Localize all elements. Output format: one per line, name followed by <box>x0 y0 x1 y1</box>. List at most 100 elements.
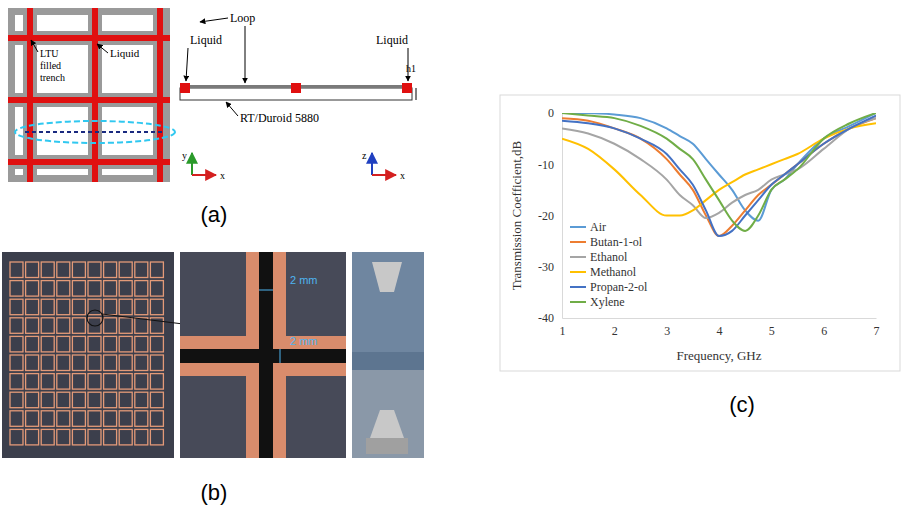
photo-cell <box>10 374 23 390</box>
photo-cell <box>57 336 70 352</box>
photo-cell <box>10 336 23 352</box>
photo-cell <box>104 299 117 315</box>
tick-label: -10 <box>538 158 554 172</box>
photo-cell <box>150 374 163 390</box>
tick-label: 4 <box>717 324 723 338</box>
photo-cell <box>72 299 85 315</box>
photo-cell <box>72 318 85 334</box>
photo-cell <box>150 281 163 297</box>
panel-label: (b) <box>201 480 228 505</box>
tick-label: 5 <box>769 324 775 338</box>
photo-cell <box>57 429 70 445</box>
loop-cell <box>102 15 153 31</box>
photo-cell <box>104 318 117 334</box>
photo-cell <box>57 411 70 427</box>
axis-icon <box>192 174 216 176</box>
panel-label: (a) <box>201 202 228 227</box>
tick: 5 <box>769 318 775 338</box>
photo-cell <box>104 392 117 408</box>
tick: 1 <box>560 318 566 338</box>
legend-swatch <box>570 271 586 273</box>
photo-cell <box>41 318 54 334</box>
series-line <box>562 113 876 231</box>
panel-a: LTUfilledtrenchLiquidyxLoopLiquidLiquidh… <box>8 8 416 182</box>
photo-cell <box>57 262 70 278</box>
photo-cell <box>26 429 39 445</box>
photo-cell <box>10 262 23 278</box>
trench <box>27 8 33 182</box>
tick: 4 <box>717 318 723 338</box>
series-line <box>562 118 876 218</box>
trench <box>8 159 170 165</box>
photo-cell <box>119 318 132 334</box>
photo-zoom <box>180 252 346 458</box>
liquid-cell <box>180 83 190 93</box>
loop-cell <box>37 45 88 93</box>
photo-cell <box>88 281 101 297</box>
photo-cell <box>104 355 117 371</box>
photo-cell <box>104 411 117 427</box>
horn-antenna <box>370 410 404 438</box>
legend-label: Xylene <box>590 295 625 309</box>
arrow <box>245 26 246 83</box>
photo-cell <box>10 318 23 334</box>
photo-cell <box>10 392 23 408</box>
photo-cell <box>150 429 163 445</box>
photo-cell <box>104 374 117 390</box>
photo-cell <box>41 429 54 445</box>
photo-cell <box>10 411 23 427</box>
tick: 2 <box>612 318 618 338</box>
photo-cell <box>135 262 148 278</box>
photo-cell <box>41 336 54 352</box>
photo-cell <box>72 336 85 352</box>
photo-cell <box>41 281 54 297</box>
arrow <box>200 18 228 22</box>
chart-frame <box>500 95 900 371</box>
tick: -10 <box>538 158 562 172</box>
photo-cell <box>26 318 39 334</box>
photo-cell <box>26 262 39 278</box>
tick: 6 <box>821 318 827 338</box>
photo-cell <box>119 299 132 315</box>
photo-cell <box>57 355 70 371</box>
absorber <box>352 352 424 370</box>
trench <box>92 8 98 182</box>
x-axis-title: Frequency, GHz <box>676 348 761 363</box>
trench-label: LTUfilledtrench <box>40 48 65 83</box>
legend-swatch <box>570 286 586 288</box>
tick-label: 6 <box>821 324 827 338</box>
loop-cell <box>102 45 153 93</box>
photo-cell <box>104 281 117 297</box>
arrow <box>31 40 38 52</box>
photo-array <box>2 252 174 458</box>
photo-cell <box>57 281 70 297</box>
photo-cell <box>41 374 54 390</box>
legend-swatch <box>570 226 586 228</box>
legend-label: Propan-2-ol <box>590 280 648 294</box>
axis-icon <box>191 153 193 175</box>
x-axis: 1234567 <box>560 318 880 338</box>
photo-cell <box>104 262 117 278</box>
tick: -30 <box>538 260 562 274</box>
axis-line <box>562 114 563 319</box>
liquid-cell <box>291 83 301 93</box>
photo-cell <box>10 281 23 297</box>
photo-cell <box>88 392 101 408</box>
legend-label: Air <box>590 220 606 234</box>
photo-cell <box>119 262 132 278</box>
photo-cell <box>72 392 85 408</box>
photo-cell <box>150 262 163 278</box>
section-marker <box>15 121 175 143</box>
loop-cell <box>37 169 88 175</box>
legend-swatch <box>570 301 586 303</box>
horn-antenna <box>372 262 402 292</box>
series-line <box>562 113 876 221</box>
axis-icon <box>371 153 373 175</box>
photo-cell <box>119 392 132 408</box>
legend-swatch <box>570 241 586 243</box>
photo-cell <box>104 429 117 445</box>
liquid-label: Liquid <box>110 47 140 59</box>
trench <box>8 97 170 103</box>
photo-cell <box>57 318 70 334</box>
photo-cell <box>41 299 54 315</box>
